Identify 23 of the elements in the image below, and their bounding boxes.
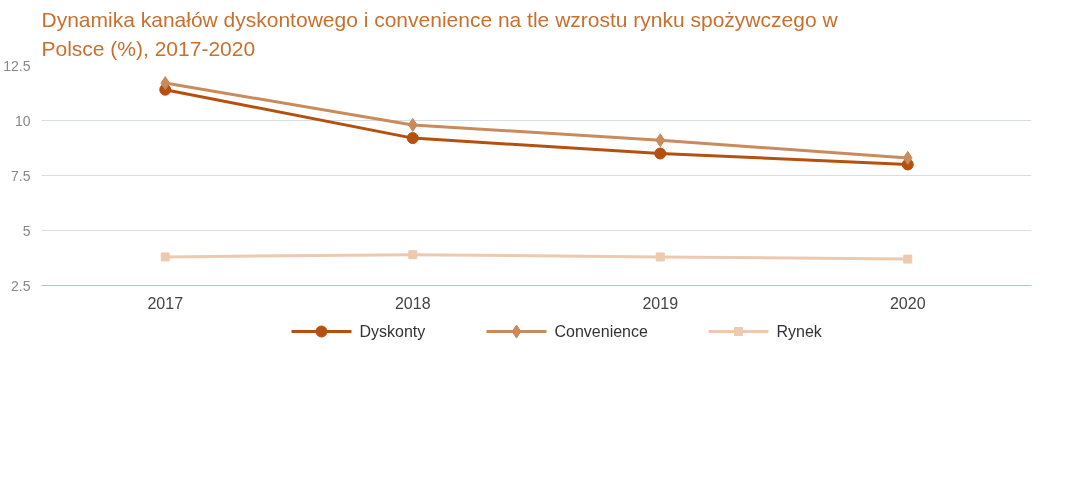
x-tick-label: 2019 [642,294,679,312]
y-tick-label: 12.5 [3,57,31,74]
point [160,76,171,91]
chart-title: Dynamika kanałów dyskontowego i convenience na tle wzrostu rynku spożywczego w Polsce (%), 2017-2020 [41,7,839,61]
y-tick-label: 2.5 [11,277,31,294]
point [406,132,419,145]
point [408,250,418,260]
x-tick-label: 2020 [889,294,926,312]
point [903,254,913,264]
y-tick-label: 5 [22,222,31,239]
legend-label: Dyskonty [359,323,426,340]
point [407,117,418,132]
legend-label: Convenience [554,323,648,340]
point [655,252,665,262]
point [655,133,666,148]
y-tick-label: 10 [14,112,31,129]
legend-label: Rynek [776,323,823,340]
point [654,147,667,160]
point [160,252,170,262]
y-tick-label: 7.5 [11,167,31,184]
x-tick-label: 2017 [147,294,184,312]
x-tick-label: 2018 [394,294,431,312]
point [902,150,913,165]
